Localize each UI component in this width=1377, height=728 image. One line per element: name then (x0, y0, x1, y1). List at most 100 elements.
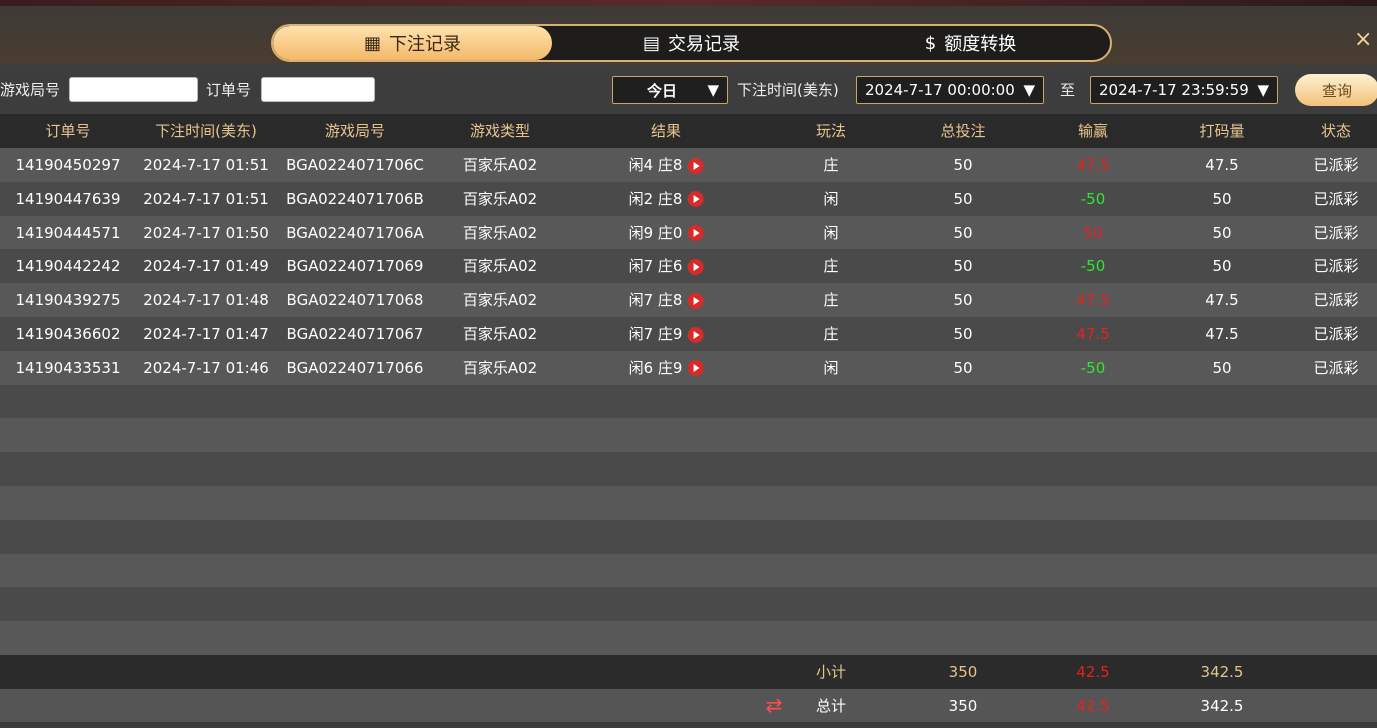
result-text: 闲9 庄0 (628, 223, 683, 242)
empty-row (0, 621, 1377, 656)
cell-order-no: 14190447639 (15, 189, 121, 208)
refresh-icon[interactable]: ⇄ (765, 693, 783, 717)
empty-row (0, 519, 1377, 554)
cell-bet-type: 闲 (823, 189, 839, 208)
play-replay-icon[interactable] (687, 326, 704, 343)
column-header-win-loss: 输赢 (1077, 122, 1109, 140)
cell-game-type: 百家乐A02 (462, 189, 538, 208)
table-row: 14190433531 2024-7-17 01:46 BGA02240717066… (0, 350, 1377, 385)
column-header-game-round: 游戏局号 (324, 122, 386, 140)
cell-order-no: 14190436602 (15, 325, 121, 343)
empty-row (0, 587, 1377, 622)
cell-win-loss: 47.5 (1076, 291, 1110, 310)
empty-row (0, 418, 1377, 453)
dropdown-arrow-icon: ▼ (707, 81, 719, 99)
cell-total-bet: 50 (953, 189, 973, 208)
column-header-bet-time: 下注时间(美东) (155, 122, 257, 140)
cell-game-round: BGA02240717068 (286, 291, 424, 310)
cell-win-loss: -50 (1080, 358, 1106, 377)
total-row: ⇄ 总计 350 42.5 342.5 (0, 689, 1377, 723)
cell-game-round: BGA02240717067 (286, 325, 424, 343)
cell-turnover: 50 (1212, 189, 1232, 208)
subtotal-label: 小计 (815, 663, 847, 681)
close-icon[interactable]: × (1354, 27, 1373, 52)
cell-result: 闲9 庄0 (629, 216, 704, 250)
subtotal-row: 小计 350 42.5 342.5 (0, 655, 1377, 689)
cell-status: 已派彩 (1313, 257, 1359, 276)
coins-icon: $ (924, 32, 937, 54)
cell-order-no: 14190442242 (15, 257, 121, 276)
cell-result: 闲7 庄6 (629, 249, 704, 283)
filter-bar: 游戏局号 订单号 今日 ▼ 下注时间(美东) 2024-7-17 00:00:00… (0, 65, 1377, 114)
start-time-select[interactable]: 2024-7-17 00:00:00 ▼ (856, 76, 1044, 104)
cell-turnover: 47.5 (1205, 325, 1239, 343)
table-header: 订单号 下注时间(美东) 游戏局号 游戏类型 结果 玩法 总投注 输赢 打码量 状态 (0, 114, 1377, 148)
tab-credit-transfer[interactable]: $ 额度转换 (924, 32, 1017, 56)
result-text: 闲7 庄9 (628, 325, 683, 343)
total-label: 总计 (815, 697, 847, 715)
cell-order-no: 14190444571 (15, 223, 121, 242)
table-row: 14190450297 2024-7-17 01:51 BGA0224071706C… (0, 148, 1377, 182)
cell-result: 闲7 庄9 (629, 317, 704, 351)
cell-game-round: BGA02240717066 (286, 358, 424, 377)
table-row: 14190447639 2024-7-17 01:51 BGA0224071706B… (0, 181, 1377, 216)
tab-transaction-records[interactable]: ▤ 交易记录 (642, 32, 740, 56)
tab-bet-records[interactable]: ▦ 下注记录 (273, 26, 552, 60)
end-time-select[interactable]: 2024-7-17 23:59:59 ▼ (1090, 76, 1278, 104)
cell-status: 已派彩 (1313, 358, 1359, 377)
cell-result: 闲6 庄9 (629, 351, 704, 385)
cell-game-type: 百家乐A02 (462, 223, 538, 242)
cell-turnover: 47.5 (1205, 291, 1239, 310)
cell-bet-type: 闲 (823, 358, 839, 377)
cell-total-bet: 50 (953, 257, 973, 276)
table-row: 14190436602 2024-7-17 01:47 BGA02240717067… (0, 317, 1377, 351)
play-replay-icon[interactable] (687, 292, 704, 309)
cell-game-round: BGA0224071706B (286, 189, 424, 208)
cell-bet-time: 2024-7-17 01:49 (143, 257, 269, 276)
period-select[interactable]: 今日 ▼ (612, 76, 728, 104)
background-strip (0, 0, 1377, 6)
order-input[interactable] (261, 77, 375, 102)
total-turnover: 342.5 (1200, 697, 1244, 715)
game-round-input[interactable] (69, 77, 198, 102)
cell-bet-type: 庄 (823, 291, 839, 310)
cell-game-type: 百家乐A02 (462, 358, 538, 377)
cell-bet-time: 2024-7-17 01:48 (143, 291, 269, 310)
dropdown-arrow-icon: ▼ (1257, 81, 1269, 99)
cell-status: 已派彩 (1313, 325, 1359, 343)
cell-bet-time: 2024-7-17 01:50 (143, 223, 269, 242)
cell-turnover: 50 (1212, 257, 1232, 276)
empty-row (0, 553, 1377, 588)
column-header-game-type: 游戏类型 (469, 122, 531, 140)
result-text: 闲4 庄8 (628, 156, 683, 174)
play-replay-icon[interactable] (687, 225, 704, 242)
table-row: 14190444571 2024-7-17 01:50 BGA0224071706A… (0, 215, 1377, 250)
cell-order-no: 14190450297 (15, 156, 121, 174)
play-replay-icon[interactable] (687, 360, 704, 377)
cell-total-bet: 50 (953, 223, 973, 242)
cell-game-type: 百家乐A02 (462, 257, 538, 276)
play-replay-icon[interactable] (687, 191, 704, 208)
cell-order-no: 14190433531 (15, 358, 121, 377)
cell-bet-type: 庄 (823, 257, 839, 276)
cell-win-loss: 47.5 (1076, 156, 1110, 174)
play-replay-icon[interactable] (687, 258, 704, 275)
result-text: 闲2 庄8 (628, 189, 683, 208)
cell-result: 闲2 庄8 (629, 182, 704, 216)
subtotal-turnover: 342.5 (1200, 663, 1244, 681)
cell-game-type: 百家乐A02 (462, 325, 538, 343)
column-header-result: 结果 (650, 122, 682, 140)
query-button[interactable]: 查询 (1295, 74, 1377, 106)
result-text: 闲7 庄8 (628, 291, 683, 310)
cell-status: 已派彩 (1313, 291, 1359, 310)
cell-bet-type: 庄 (823, 325, 839, 343)
column-header-order-no: 订单号 (45, 122, 91, 140)
footer-gap (0, 722, 1377, 728)
empty-row (0, 452, 1377, 487)
play-replay-icon[interactable] (687, 157, 704, 174)
cell-bet-type: 闲 (823, 223, 839, 242)
column-header-turnover: 打码量 (1199, 122, 1245, 140)
game-round-label: 游戏局号 (0, 81, 61, 99)
header: ▦ 下注记录 ▤ 交易记录 $ 额度转换 (0, 6, 1377, 65)
column-header-total-bet: 总投注 (940, 122, 986, 140)
